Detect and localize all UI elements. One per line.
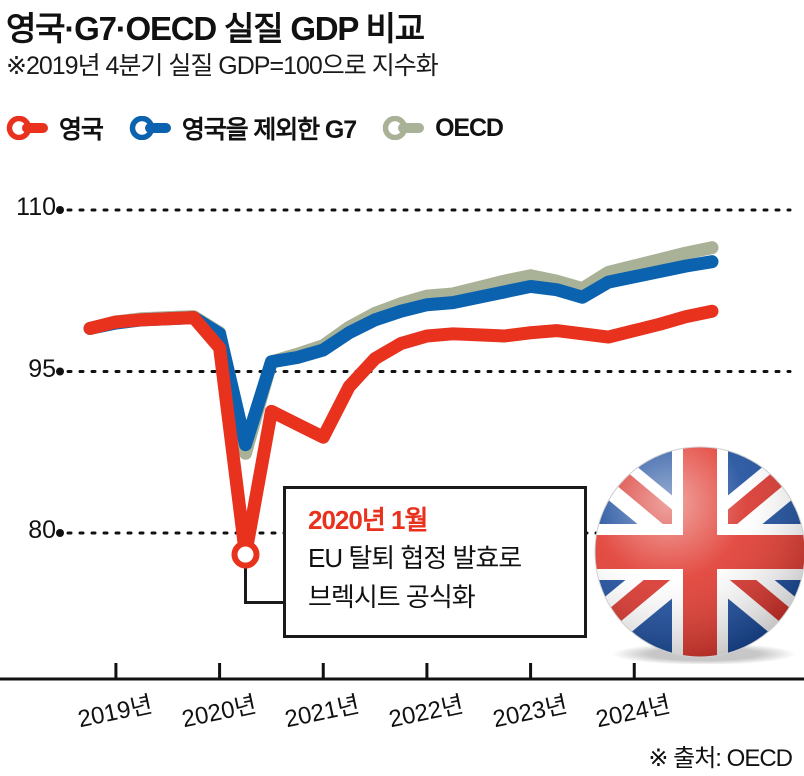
y-tick-label: 110: [16, 193, 56, 221]
line-circle-marker-icon: [382, 116, 425, 140]
line-circle-marker-icon: [129, 116, 171, 140]
legend-item-g7: 영국을 제외한 G7: [129, 110, 357, 146]
uk-flag-sphere-icon: [594, 446, 804, 664]
page-subtitle: ※2019년 4분기 실질 GDP=100으로 지수화: [6, 52, 439, 80]
chart-series-layer: [83, 241, 719, 562]
annotation-marker: [231, 540, 260, 569]
line-circle-marker-icon: [6, 116, 48, 140]
legend-label-g7: 영국을 제외한 G7: [181, 116, 357, 144]
legend-label-oecd: OECD: [435, 113, 504, 142]
callout-line-1: EU 탈퇴 협정 발효로: [308, 543, 522, 573]
legend-item-uk: 영국: [6, 110, 104, 146]
brexit-point-marker: [231, 540, 260, 569]
chart-legend: 영국 영국을 제외한 G7 OECD: [6, 110, 504, 146]
series-line: [83, 255, 719, 452]
callout-heading: 2020년 1월: [308, 505, 428, 535]
series-line: [83, 304, 719, 562]
legend-item-oecd: OECD: [382, 113, 504, 143]
chart-source-note: ※ 출처: OECD: [648, 745, 793, 772]
chart-x-axis: [0, 663, 804, 681]
legend-label-uk: 영국: [59, 116, 104, 144]
y-tick-label: 80: [28, 516, 56, 544]
annotation-callout-box: 2020년 1월 EU 탈퇴 협정 발효로 브렉시트 공식화: [283, 486, 587, 638]
annotation-leader-line: [244, 558, 293, 605]
page-title: 영국·G7·OECD 실질 GDP 비교: [6, 10, 425, 47]
callout-line-2: 브렉시트 공식화: [308, 582, 476, 612]
y-tick-label: 95: [28, 354, 56, 383]
